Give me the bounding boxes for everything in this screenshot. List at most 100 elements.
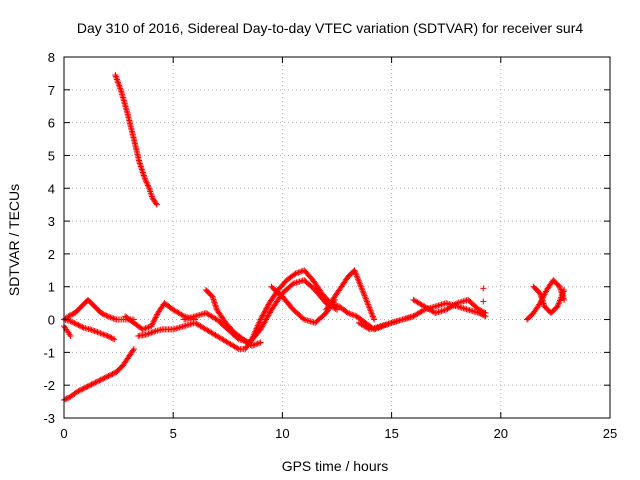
point-mid-arc-f — [353, 273, 360, 280]
point-mid-arc-f — [359, 286, 366, 293]
point-mid-arc-f — [366, 306, 373, 313]
point-mid-arc-f — [353, 271, 360, 278]
point-end-arc-b — [557, 295, 564, 302]
point-end-arc-a — [542, 289, 549, 296]
point-early-segment-short — [67, 332, 74, 339]
point-mid-arc-b — [149, 329, 156, 336]
point-rising-arc — [99, 376, 106, 383]
point-mid-arc-b — [151, 328, 158, 335]
point-mid-arc-b — [234, 345, 241, 352]
point-rising-arc — [64, 394, 71, 401]
point-steep-descending-arc — [143, 178, 150, 185]
point-mid-arc-f — [355, 276, 362, 283]
point-mid-arc-b — [349, 311, 356, 318]
point-rising-arc — [83, 384, 90, 391]
point-early-arc-lower — [71, 320, 78, 327]
axis-ticks: 0 5 10 15 20 25 -3 -2 -1 0 1 2 3 4 5 6 7 8 — [43, 50, 617, 441]
point-early-arc-lower — [101, 331, 108, 338]
point-early-arc-lower — [78, 323, 85, 330]
point-mid-arc-b — [263, 305, 270, 312]
point-early-arc-upper — [107, 314, 114, 321]
point-steep-descending-arc — [114, 77, 121, 84]
point-steep-descending-arc — [142, 176, 149, 183]
point-mid-arc-d — [250, 342, 257, 349]
x-axis-label: GPS time / hours — [282, 458, 389, 474]
x-tick-label: 15 — [384, 426, 398, 441]
point-mid-arc-f — [358, 285, 365, 292]
point-mid-arc-c — [332, 305, 339, 312]
y-tick-label: 2 — [48, 247, 55, 262]
point-rising-arc — [81, 384, 88, 391]
point-rising-arc — [100, 375, 107, 382]
y-tick-label: 3 — [48, 214, 55, 229]
y-tick-label: -2 — [43, 378, 55, 393]
point-mid-arc-b — [293, 270, 300, 277]
x-tick-label: 10 — [275, 426, 289, 441]
point-early-arc-lower — [94, 329, 101, 336]
point-early-arc-lower — [109, 335, 116, 342]
point-early-arc-upper — [106, 313, 113, 320]
point-mid-arc-d — [253, 341, 260, 348]
y-tick-label: -3 — [43, 411, 55, 426]
point-early-arc-upper — [102, 311, 109, 318]
point-mid-arc-b — [344, 309, 351, 316]
point-mid-arc-f — [363, 298, 370, 305]
point-rising-arc — [95, 378, 102, 385]
point-early-arc-upper — [110, 315, 117, 322]
point-rising-arc — [106, 372, 113, 379]
point-rising-arc — [88, 381, 95, 388]
point-mid-arc-b — [259, 313, 266, 320]
point-mid-arc-f — [371, 316, 378, 323]
point-early-arc-lower — [100, 331, 107, 338]
point-rising-arc — [75, 388, 82, 395]
point-mid-arc-a — [149, 320, 156, 327]
point-end-arc-b — [555, 301, 562, 308]
point-late-outliers — [480, 285, 487, 292]
data-points — [61, 72, 568, 403]
point-late-arc-b — [452, 300, 459, 307]
point-mid-arc-f — [369, 312, 376, 319]
point-mid-arc-b — [143, 331, 150, 338]
point-late-arc-b — [477, 307, 484, 314]
point-rising-arc — [108, 371, 115, 378]
point-mid-arc-b — [259, 312, 266, 319]
point-early-arc-lower — [90, 327, 97, 334]
point-end-arc-b — [554, 303, 561, 310]
point-mid-arc-f — [363, 297, 370, 304]
point-mid-arc-a — [148, 323, 155, 330]
point-late-arc-b — [481, 309, 488, 316]
point-mid-arc-a — [153, 312, 160, 319]
point-rising-arc — [85, 382, 92, 389]
point-early-arc-lower — [111, 336, 118, 343]
point-steep-descending-arc — [112, 72, 119, 79]
y-axis-label: SDTVAR / TECUs — [6, 184, 22, 296]
point-early-arc-lower — [107, 334, 114, 341]
point-late-arc-b — [475, 306, 482, 313]
point-mid-arc-f — [368, 310, 375, 317]
point-end-arc-b — [561, 287, 568, 294]
y-tick-label: 6 — [48, 116, 55, 131]
chart-title: Day 310 of 2016, Sidereal Day-to-day VTE… — [77, 20, 583, 36]
point-early-arc-lower — [87, 326, 94, 333]
point-steep-descending-arc — [115, 79, 122, 86]
point-early-arc-lower — [91, 328, 98, 335]
point-early-arc-upper — [65, 313, 72, 320]
point-mid-arc-f — [356, 280, 363, 287]
point-mid-arc-f — [367, 307, 374, 314]
point-early-arc-upper — [69, 311, 76, 318]
point-mid-arc-f — [370, 315, 377, 322]
point-mid-arc-f — [365, 303, 372, 310]
plot-frame — [63, 56, 611, 419]
point-early-arc-lower — [98, 330, 105, 337]
y-tick-label: 8 — [48, 50, 55, 65]
point-mid-arc-d — [256, 340, 263, 347]
point-mid-arc-b — [334, 302, 341, 309]
point-rising-arc — [102, 374, 109, 381]
point-rising-arc — [109, 371, 116, 378]
point-steep-descending-arc — [145, 183, 152, 190]
point-steep-descending-arc — [144, 181, 151, 188]
x-tick-label: 5 — [170, 426, 177, 441]
y-tick-label: 4 — [48, 181, 55, 196]
point-steep-descending-arc — [152, 200, 159, 207]
